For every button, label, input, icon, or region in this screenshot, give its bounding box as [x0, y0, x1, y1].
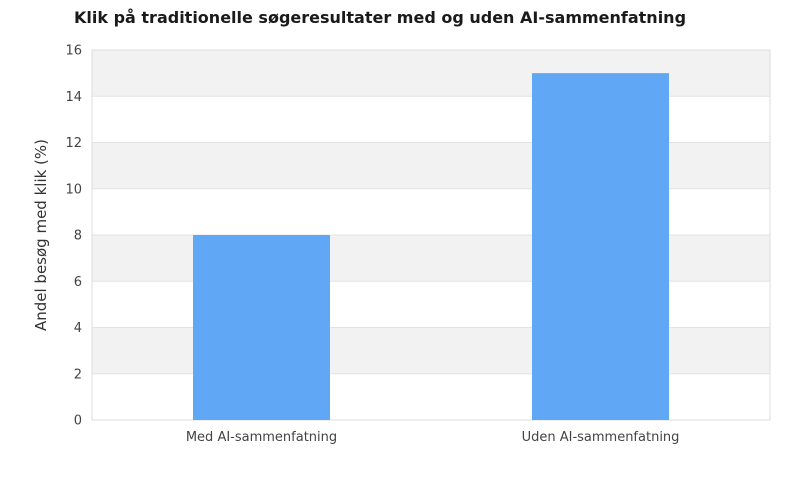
y-axis-title: Andel besøg med klik (%)	[32, 139, 50, 331]
bar-uden-ai-sammenfatning	[532, 73, 669, 420]
x-tick-label: Med AI-sammenfatning	[186, 430, 337, 445]
y-tick-label: 14	[65, 90, 82, 105]
x-axis-ticks: Med AI-sammenfatning Uden AI-sammenfatnin…	[186, 430, 680, 445]
bar-med-ai-sammenfatning	[193, 235, 330, 420]
y-tick-label: 16	[65, 44, 82, 59]
y-tick-label: 2	[74, 367, 82, 382]
y-tick-label: 12	[65, 136, 82, 151]
x-tick-label: Uden AI-sammenfatning	[522, 430, 680, 445]
y-axis-ticks: 0 2 4 6 8 10 12 14 16	[65, 44, 82, 429]
y-tick-label: 10	[65, 182, 82, 197]
bars	[193, 73, 669, 420]
y-tick-label: 0	[74, 414, 82, 429]
y-tick-label: 8	[74, 229, 82, 244]
chart-title: Klik på traditionelle søgeresultater med…	[74, 8, 687, 27]
y-tick-label: 4	[74, 321, 82, 336]
y-tick-label: 6	[74, 275, 82, 290]
plot-frame	[91, 49, 771, 421]
